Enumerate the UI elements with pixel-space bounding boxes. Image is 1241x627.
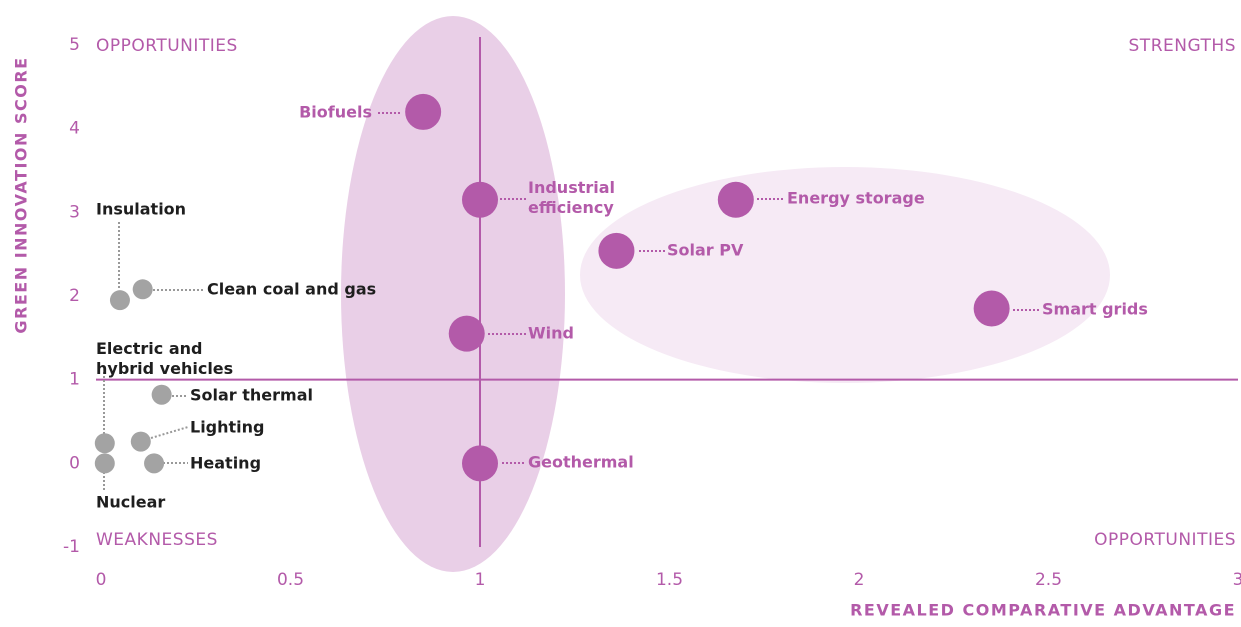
bubble [151,384,172,405]
bubble [109,290,130,311]
point-label: Energy storage [787,189,925,208]
point-label: Solar PV [667,241,744,260]
point-label: Solar thermal [190,386,313,405]
y-tick-label: 3 [69,202,80,222]
bubble [144,453,165,474]
bubble [94,433,115,454]
y-tick-label: 5 [69,35,80,55]
cluster-shade [341,16,565,572]
bubble [94,453,115,474]
point-label: Smart grids [1042,300,1148,319]
x-axis-title: REVEALED COMPARATIVE ADVANTAGE [850,601,1236,620]
x-tick-label: 2 [854,570,865,590]
bubble [598,232,635,269]
x-tick-label: 1 [475,570,486,590]
point-label: Biofuels [299,103,372,122]
y-tick-label: 0 [69,453,80,473]
y-tick-label: 2 [69,286,80,306]
bubble [462,445,498,482]
x-tick-label: 2.5 [1035,570,1062,590]
quadrant-label: STRENGTHS [1129,36,1236,56]
x-tick-label: 3 [1233,570,1241,590]
point-label: Industrial efficiency [528,178,621,217]
point-label: Wind [528,324,574,343]
bubble [462,181,498,218]
point-label: Electric and hybrid vehicles [96,339,233,378]
y-tick-label: 1 [69,370,80,390]
point-label: Insulation [96,200,186,219]
bubble [405,93,442,130]
x-tick-label: 0 [96,570,107,590]
quadrant-label: OPPORTUNITIES [96,36,238,56]
cluster-shade [580,167,1110,383]
quadrant-label: WEAKNESSES [96,530,218,550]
bubble [973,290,1010,327]
bubble [448,315,485,352]
x-tick-label: 0.5 [277,570,304,590]
quadrant-label: OPPORTUNITIES [1094,530,1236,550]
point-label: Geothermal [528,453,634,472]
point-label: Nuclear [96,493,165,512]
point-label: Heating [190,454,261,473]
bubble [130,431,151,452]
y-axis-title: GREEN INNOVATION SCORE [12,56,31,333]
y-tick-label: 4 [69,119,80,139]
x-tick-label: 1.5 [656,570,683,590]
point-label: Clean coal and gas [207,280,376,299]
y-tick-label: -1 [63,537,80,557]
bubble [717,181,754,218]
point-label: Lighting [190,418,265,437]
leader-line [150,426,189,439]
bubble [132,279,153,300]
